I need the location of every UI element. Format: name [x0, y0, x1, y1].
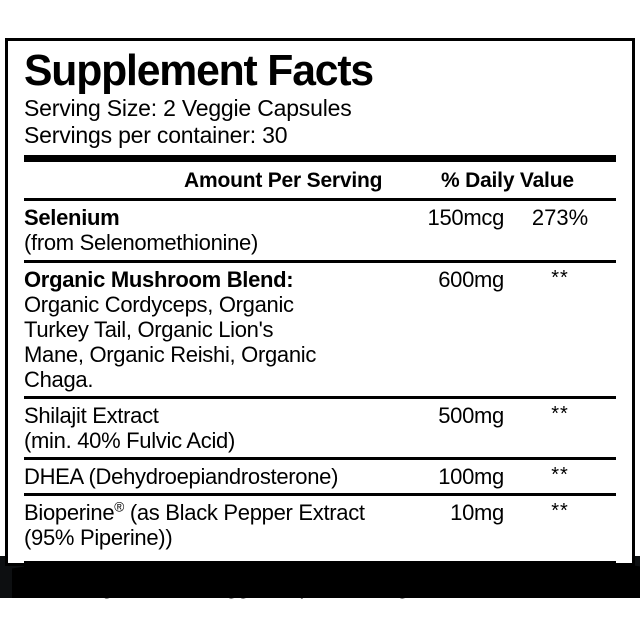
ingredient-name: Shilajit Extract	[24, 402, 159, 428]
ingredient-name-block: Shilajit Extract (min. 40% Fulvic Acid)	[24, 403, 396, 453]
footer-thick-rule	[24, 561, 616, 569]
ingredient-subtext: Organic Cordyceps, Organic Turkey Tail, …	[24, 291, 317, 392]
table-row: Organic Mushroom Blend: Organic Cordycep…	[24, 263, 616, 396]
ingredient-name-block: Selenium (from Selenomethionine)	[24, 205, 396, 255]
ingredient-name: Bioperine	[24, 500, 115, 526]
table-row: DHEA (Dehydroepiandrosterone) 100mg **	[24, 460, 616, 493]
page-title: Supplement Facts	[24, 46, 374, 95]
ingredient-daily-value: 273%	[531, 205, 589, 231]
ingredient-name: Organic Mushroom Blend:	[24, 266, 294, 292]
other-ingredients-text: Other Ingredients: Veggie Capsules, Orga…	[24, 574, 573, 600]
ingredient-daily-value: **	[551, 464, 569, 487]
servings-per-container-text: Servings per container: 30	[24, 121, 288, 148]
serving-size-text: Serving Size: 2 Veggie Capsules	[24, 95, 352, 121]
ingredient-amount: 100mg	[438, 464, 504, 490]
ingredient-amount: 10mg	[450, 500, 504, 526]
ingredient-subtext: (min. 40% Fulvic Acid)	[24, 427, 236, 453]
ingredient-amount: 600mg	[438, 266, 504, 292]
row-rule	[24, 259, 616, 263]
ingredient-daily-value: **	[551, 266, 569, 289]
header-thick-rule	[24, 155, 616, 163]
ingredient-name: Selenium	[24, 205, 120, 231]
ingredient-name-block: DHEA (Dehydroepiandrosterone)	[24, 464, 396, 489]
table-row: Shilajit Extract (min. 40% Fulvic Acid) …	[24, 399, 616, 457]
column-header-row: Amount Per Serving % Daily Value	[24, 162, 616, 198]
daily-value-header: % Daily Value	[441, 169, 574, 193]
row-rule	[24, 395, 616, 399]
ingredient-name: DHEA (Dehydroepiandrosterone)	[24, 464, 339, 490]
supplement-facts-panel: Supplement Facts Serving Size: 2 Veggie …	[5, 38, 635, 599]
ingredient-amount: 500mg	[438, 402, 504, 428]
ingredient-daily-value: **	[551, 500, 569, 523]
column-header-rule	[24, 198, 616, 202]
ingredient-daily-value: **	[551, 402, 569, 425]
ingredient-name-suffix: (as Black Pepper Extract (95% Piperine))	[24, 500, 365, 551]
ingredient-subtext: (from Selenomethionine)	[24, 230, 258, 256]
row-rule	[24, 493, 616, 497]
ingredient-name-block: Organic Mushroom Blend: Organic Cordycep…	[24, 267, 396, 392]
product-edge-scallop	[12, 563, 640, 598]
table-row: Bioperine® (as Black Pepper Extract (95%…	[24, 496, 616, 554]
row-rule	[24, 457, 616, 461]
table-row: Selenium (from Selenomethionine) 150mcg …	[24, 201, 616, 259]
ingredient-name-block: Bioperine® (as Black Pepper Extract (95%…	[24, 500, 396, 550]
registered-trademark-icon: ®	[114, 499, 125, 515]
amount-per-serving-header: Amount Per Serving	[184, 169, 383, 193]
ingredient-amount: 150mcg	[427, 205, 505, 231]
